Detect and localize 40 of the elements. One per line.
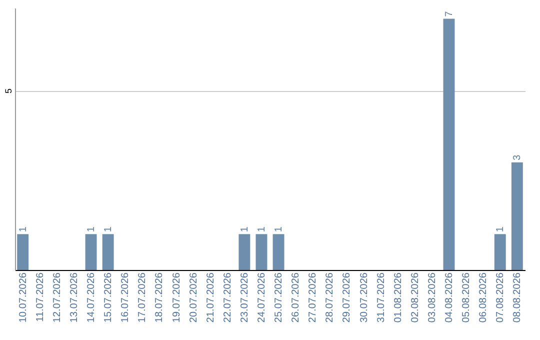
x-tick-label: 14.07.2026 bbox=[86, 272, 98, 323]
x-tick-label: 11.07.2026 bbox=[34, 272, 46, 322]
data-label: 1 bbox=[495, 226, 506, 232]
x-tick-label: 27.07.2026 bbox=[308, 272, 319, 323]
x-tick-label: 20.07.2026 bbox=[188, 272, 200, 323]
x-tick-label: 26.07.2026 bbox=[290, 272, 302, 323]
data-label: 1 bbox=[274, 226, 285, 232]
x-tick-label: 28.07.2026 bbox=[324, 272, 336, 323]
x-tick-label: 29.07.2026 bbox=[342, 272, 353, 323]
x-tick-label: 18.07.2026 bbox=[154, 272, 166, 323]
x-tick-label: 17.07.2026 bbox=[137, 272, 148, 323]
x-tick-label: 23.07.2026 bbox=[239, 272, 250, 323]
data-label: 1 bbox=[256, 226, 268, 232]
x-tick-label: 22.07.2026 bbox=[222, 272, 234, 323]
x-tick-label: 15.07.2026 bbox=[103, 272, 114, 323]
x-tick-label: 25.07.2026 bbox=[274, 272, 285, 323]
x-tick-label: 03.08.2026 bbox=[426, 272, 438, 323]
data-label: 1 bbox=[239, 226, 250, 232]
data-label: 7 bbox=[444, 10, 455, 17]
x-tick-label: 16.07.2026 bbox=[120, 272, 132, 323]
x-tick-label: 02.08.2026 bbox=[410, 272, 421, 323]
x-tick-label: 01.08.2026 bbox=[392, 272, 404, 323]
x-tick-label: 05.08.2026 bbox=[461, 272, 472, 323]
x-tick-label: 04.08.2026 bbox=[444, 272, 455, 323]
data-label: 1 bbox=[18, 226, 29, 232]
x-tick-label: 24.07.2026 bbox=[256, 272, 268, 323]
x-tick-label: 10.07.2026 bbox=[18, 272, 29, 323]
x-tick-label: 30.07.2026 bbox=[358, 272, 370, 323]
x-tick-label: 08.08.2026 bbox=[512, 272, 524, 323]
data-label: 1 bbox=[103, 226, 114, 232]
x-tick-label: 19.07.2026 bbox=[171, 272, 182, 323]
x-tick-label: 13.07.2026 bbox=[68, 272, 80, 323]
x-tick-label: 21.07.2026 bbox=[205, 272, 216, 323]
data-label: 1 bbox=[86, 226, 98, 232]
x-tick-label: 06.08.2026 bbox=[478, 272, 490, 323]
x-tick-label: 07.08.2026 bbox=[495, 272, 506, 323]
x-tick-label: 31.07.2026 bbox=[376, 272, 387, 323]
x-tick-label: 12.07.2026 bbox=[52, 272, 63, 323]
y-tick-label: 5 bbox=[4, 88, 14, 94]
data-label: 3 bbox=[512, 154, 524, 160]
